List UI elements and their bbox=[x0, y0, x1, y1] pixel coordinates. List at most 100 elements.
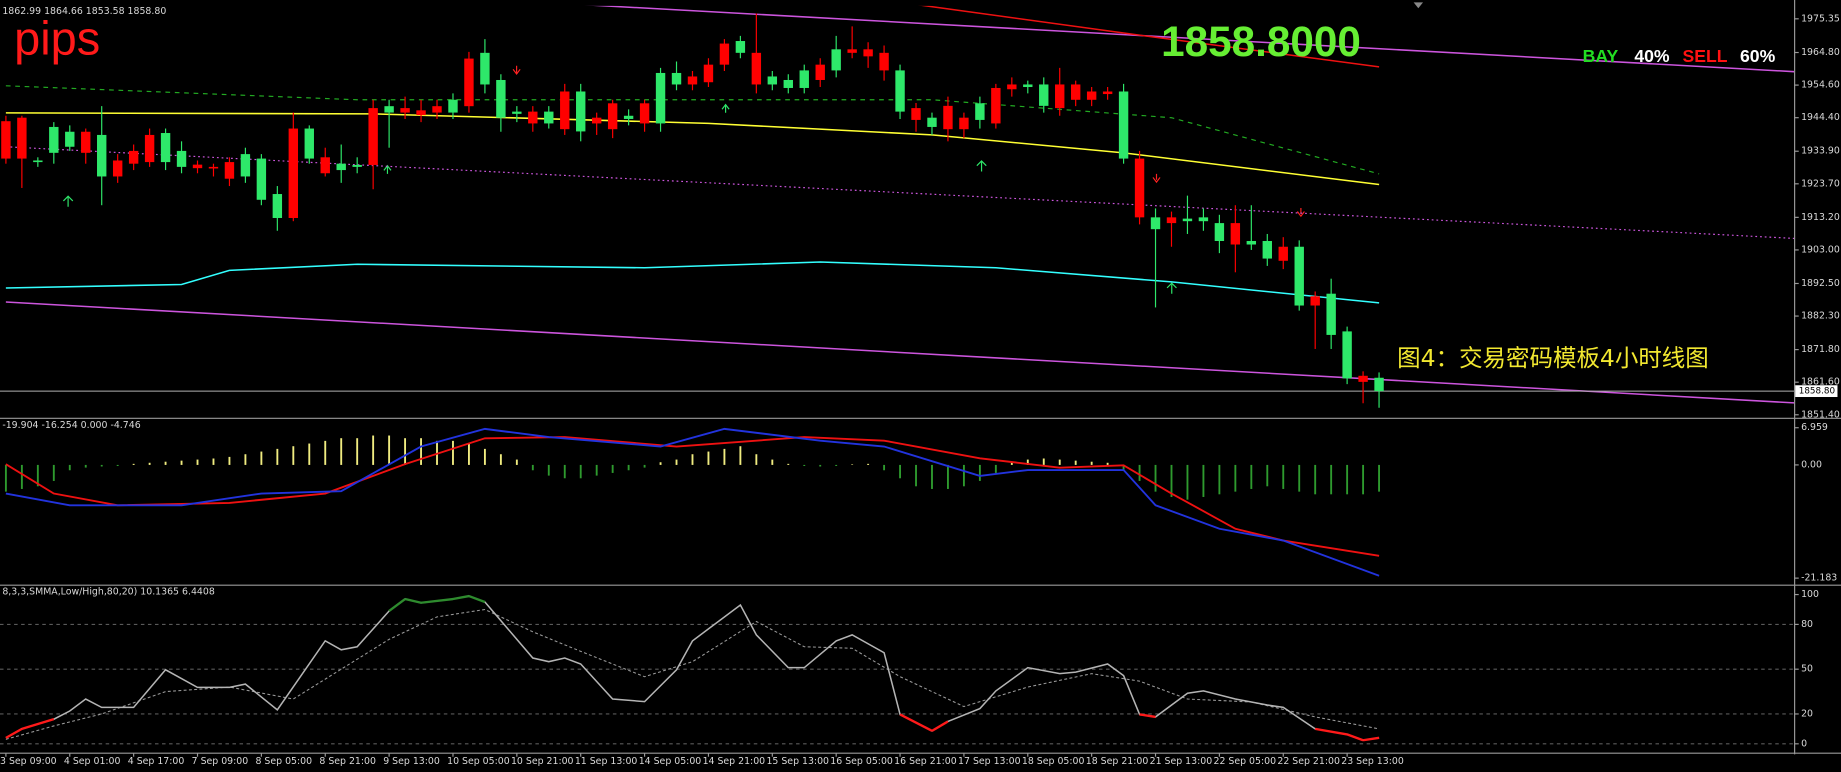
x-tick-label: 17 Sep 13:00 bbox=[958, 756, 1021, 767]
candle-body bbox=[97, 134, 107, 177]
x-tick-label: 18 Sep 05:00 bbox=[1022, 756, 1085, 767]
x-tick-label: 10 Sep 05:00 bbox=[447, 756, 510, 767]
caption: 图4：交易密码模板4小时线图 bbox=[1397, 344, 1709, 372]
candle-body bbox=[831, 49, 841, 71]
x-tick-label: 23 Sep 13:00 bbox=[1341, 756, 1404, 767]
zone-segment bbox=[1314, 727, 1348, 736]
y-tick-label: 6.959 bbox=[1801, 422, 1828, 433]
x-tick-label: 11 Sep 13:00 bbox=[575, 756, 638, 767]
candle-body bbox=[1374, 377, 1384, 392]
y-tick-label: 20 bbox=[1801, 708, 1813, 719]
candle-body bbox=[1358, 375, 1368, 382]
up-arrow bbox=[62, 195, 74, 207]
indicator-line bbox=[920, 5, 1380, 68]
indicator-info: 8,3,3,SMMA,Low/High,80,20) 10.1365 6.440… bbox=[2, 587, 214, 598]
candle-body bbox=[384, 106, 394, 113]
candle-body bbox=[959, 117, 969, 130]
candle-body bbox=[799, 70, 809, 88]
candle-body bbox=[815, 64, 825, 80]
candle-body bbox=[81, 131, 91, 153]
candle-body bbox=[352, 164, 362, 167]
up-arrow bbox=[976, 160, 987, 172]
y-tick-label: 1871.80 bbox=[1801, 344, 1840, 355]
panel bbox=[0, 5, 1795, 408]
candle-body bbox=[847, 49, 857, 53]
x-tick-label: 21 Sep 13:00 bbox=[1150, 756, 1213, 767]
candle-body bbox=[560, 91, 570, 130]
candle-body bbox=[336, 163, 346, 171]
indicator-line bbox=[5, 427, 1380, 577]
candle-body bbox=[671, 72, 682, 85]
candle-body bbox=[496, 79, 506, 118]
candle-body bbox=[288, 128, 299, 218]
x-tick-label: 4 Sep 01:00 bbox=[64, 756, 121, 767]
x-tick-label: 22 Sep 05:00 bbox=[1214, 756, 1277, 767]
candle-body bbox=[719, 43, 730, 65]
y-tick-label: 1861.60 bbox=[1801, 377, 1840, 388]
candle-body bbox=[1294, 246, 1304, 306]
candle-body bbox=[144, 134, 155, 163]
candle-body bbox=[687, 76, 698, 85]
x-tick-label: 4 Sep 17:00 bbox=[128, 756, 185, 767]
candle-body bbox=[943, 105, 953, 130]
candle-body bbox=[1086, 91, 1097, 100]
candle-body bbox=[863, 49, 873, 57]
x-tick-label: 8 Sep 05:00 bbox=[256, 756, 313, 767]
candle-body bbox=[512, 111, 522, 114]
zone-segment bbox=[452, 594, 470, 601]
x-tick-label: 7 Sep 09:00 bbox=[192, 756, 249, 767]
x-tick-label: 3 Sep 09:00 bbox=[0, 756, 57, 767]
candle-body bbox=[1342, 331, 1352, 379]
candle-body bbox=[1055, 84, 1065, 109]
y-tick-label: 0 bbox=[1801, 738, 1807, 749]
candle-body bbox=[1230, 223, 1241, 245]
x-tick-label: 14 Sep 05:00 bbox=[639, 756, 702, 767]
up-arrow bbox=[721, 103, 730, 113]
y-tick-label: 1892.50 bbox=[1801, 278, 1840, 289]
zone-segment bbox=[21, 718, 55, 731]
up-arrow bbox=[1166, 282, 1177, 294]
candle-body bbox=[591, 117, 602, 124]
candle-body bbox=[1310, 296, 1320, 306]
x-tick-label: 14 Sep 21:00 bbox=[703, 756, 766, 767]
indicator-line bbox=[5, 436, 1380, 557]
zone-segment bbox=[1362, 736, 1380, 742]
zone-segment bbox=[1346, 733, 1364, 742]
candle-body bbox=[192, 164, 203, 169]
candle-body bbox=[895, 70, 905, 112]
candle-body bbox=[480, 52, 490, 85]
zone-segment bbox=[388, 598, 406, 612]
candle-body bbox=[927, 117, 937, 127]
y-tick-label: -21.183 bbox=[1801, 573, 1837, 584]
candle-body bbox=[112, 160, 123, 177]
candle-body bbox=[1246, 240, 1257, 245]
candle-body bbox=[607, 103, 618, 130]
candle-body bbox=[464, 58, 474, 107]
zone-segment bbox=[899, 713, 933, 732]
zone-segment bbox=[5, 727, 23, 739]
candle-body bbox=[208, 166, 219, 169]
candle-body bbox=[1, 121, 11, 159]
y-tick-label: 80 bbox=[1801, 619, 1813, 630]
candle-body bbox=[432, 106, 442, 113]
candle-body bbox=[703, 64, 714, 83]
price-display: 1858.8000 bbox=[1161, 18, 1361, 65]
candle-body bbox=[1118, 91, 1129, 159]
indicator-info: 1862.99 1864.66 1853.58 1858.80 bbox=[2, 6, 166, 17]
y-tick-label: 1903.00 bbox=[1801, 244, 1840, 255]
signal-line bbox=[5, 608, 1380, 740]
x-tick-label: 16 Sep 05:00 bbox=[830, 756, 893, 767]
panel bbox=[0, 594, 1795, 745]
candle-body bbox=[272, 194, 283, 218]
candle-body bbox=[1070, 84, 1081, 100]
y-tick-label: 50 bbox=[1801, 664, 1813, 675]
sentiment-value: 40% bbox=[1634, 46, 1670, 66]
candle-body bbox=[1278, 246, 1288, 261]
sentiment-name: SELL bbox=[1682, 46, 1727, 66]
y-tick-label: 1944.40 bbox=[1801, 112, 1840, 123]
candle-body bbox=[1134, 158, 1145, 218]
candle-body bbox=[304, 128, 314, 159]
price-tag: 1858.80 bbox=[1799, 387, 1836, 397]
indicator-line bbox=[5, 261, 1380, 304]
